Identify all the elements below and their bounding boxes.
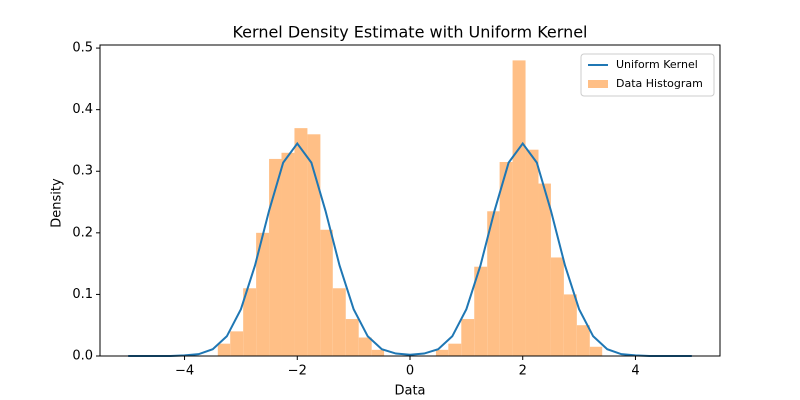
histogram-bar — [243, 288, 257, 356]
histogram-bar — [499, 162, 513, 356]
chart-title: Kernel Density Estimate with Uniform Ker… — [232, 23, 587, 42]
histogram-bar — [525, 149, 539, 356]
histogram-bar — [589, 346, 603, 356]
histogram-bar — [294, 128, 308, 356]
legend-swatch — [588, 80, 608, 88]
histogram-bar — [230, 331, 244, 356]
legend: Uniform Kernel Data Histogram — [580, 53, 715, 97]
histogram-bar — [345, 319, 359, 356]
histogram-bar — [487, 211, 500, 356]
histogram-bar — [448, 343, 462, 356]
y-tick-label: 0.0 — [72, 349, 93, 364]
x-tick-label: −2 — [288, 364, 307, 379]
histogram-bar — [269, 158, 282, 356]
x-axis-label: Data — [394, 384, 425, 399]
legend-label: Data Histogram — [616, 77, 703, 90]
histogram-bar — [435, 349, 449, 356]
histogram-bar — [217, 343, 231, 356]
y-tick-label: 0.1 — [72, 287, 93, 302]
y-tick-label: 0.2 — [72, 225, 93, 240]
histogram-bar — [371, 349, 385, 356]
histogram-bar — [550, 257, 564, 356]
legend-label: Uniform Kernel — [616, 58, 698, 71]
histogram-bar — [307, 134, 321, 356]
histogram-bar — [256, 232, 270, 356]
histogram-bar — [538, 183, 551, 356]
y-axis-label: Density — [50, 178, 65, 228]
histogram-bar — [563, 294, 577, 356]
histogram-bar — [474, 266, 488, 356]
x-tick-label: 4 — [631, 364, 639, 379]
x-tick-label: 0 — [406, 364, 414, 379]
histogram-bar — [332, 288, 346, 356]
histogram-bar — [358, 337, 372, 356]
histogram-bar — [320, 229, 333, 356]
histogram-bar — [576, 325, 590, 356]
x-tick-label: −4 — [175, 364, 194, 379]
histogram-bar — [461, 319, 475, 356]
y-tick-label: 0.3 — [72, 164, 93, 179]
y-tick-label: 0.4 — [72, 102, 93, 117]
x-tick-label: 2 — [519, 364, 527, 379]
y-tick-label: 0.5 — [72, 41, 93, 56]
legend-box — [580, 53, 715, 97]
histogram-bar — [512, 60, 526, 357]
kde-line — [128, 141, 692, 357]
histogram-bar — [281, 152, 295, 356]
